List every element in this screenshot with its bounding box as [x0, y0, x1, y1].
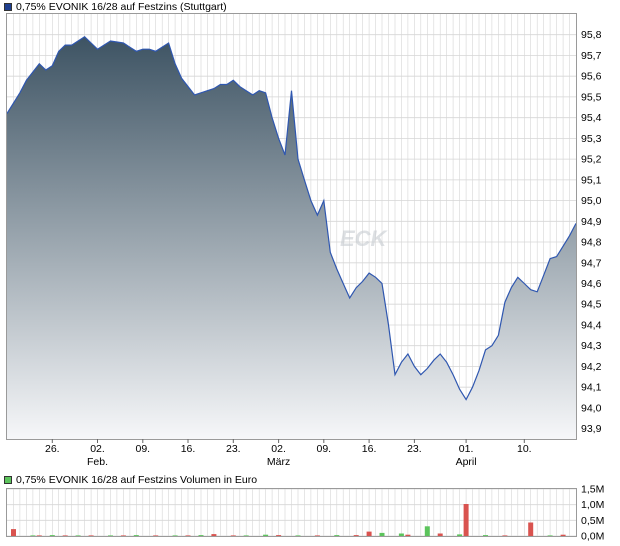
- volume-bar: [560, 534, 566, 536]
- watermark: ECK: [340, 226, 389, 251]
- volume-bar: [11, 529, 16, 536]
- price-legend-swatch: [4, 3, 12, 11]
- price-y-tick-label: 94,5: [581, 299, 602, 311]
- price-y-axis: 93,9 94,0 94,1 94,2 94,3 94,4 94,5 94,6 94,7 94,8…: [581, 29, 602, 435]
- price-x-tick-label: 16.: [362, 443, 377, 455]
- price-y-tick-label: 95,2: [581, 154, 602, 166]
- volume-y-axis: 0,0M 0,5M 1,0M 1,5M: [581, 484, 604, 543]
- volume-legend-swatch: [4, 476, 12, 484]
- volume-bar: [314, 535, 320, 537]
- price-y-tick-label: 95,0: [581, 195, 602, 207]
- volume-bar: [528, 522, 534, 536]
- volume-y-tick-label: 0,5M: [581, 515, 604, 527]
- volume-bar: [379, 532, 385, 536]
- volume-bar: [502, 535, 508, 537]
- price-x-tick-label: 26.: [45, 443, 60, 455]
- volume-bar: [185, 535, 191, 537]
- price-x-tick-label: 02.: [271, 443, 286, 455]
- volume-y-tick-label: 1,5M: [581, 484, 604, 496]
- volume-bar: [120, 535, 126, 537]
- price-y-tick-label: 95,4: [581, 112, 602, 124]
- price-y-tick-label: 94,7: [581, 257, 602, 269]
- volume-bar: [36, 535, 42, 537]
- price-x-month-label: März: [267, 456, 290, 468]
- volume-bar: [88, 535, 94, 537]
- price-y-tick-label: 94,2: [581, 361, 602, 373]
- price-y-tick-label: 94,0: [581, 402, 602, 414]
- price-y-tick-label: 94,8: [581, 237, 602, 249]
- price-x-tick-label: 10.: [517, 443, 532, 455]
- price-y-tick-label: 95,3: [581, 133, 602, 145]
- volume-bar: [263, 534, 269, 536]
- volume-frame: [6, 488, 577, 537]
- price-x-tick-label: 23.: [226, 443, 241, 455]
- volume-bar: [153, 535, 159, 537]
- volume-bar: [211, 534, 217, 536]
- price-x-tick-label: 02.: [90, 443, 105, 455]
- volume-legend: 0,75% EVONIK 16/28 auf Festzins Volumen …: [4, 474, 257, 486]
- price-legend: 0,75% EVONIK 16/28 auf Festzins (Stuttga…: [4, 1, 227, 13]
- volume-bar: [334, 535, 340, 537]
- volume-y-tick-label: 0,0M: [581, 531, 604, 543]
- volume-bar: [198, 535, 204, 537]
- volume-bar: [353, 535, 359, 537]
- volume-bar: [230, 535, 236, 537]
- price-y-tick-label: 93,9: [581, 423, 602, 435]
- volume-legend-label: 0,75% EVONIK 16/28 auf Festzins Volumen …: [16, 474, 258, 486]
- volume-bar: [75, 535, 81, 537]
- volume-bar: [424, 526, 430, 536]
- volume-bars: [11, 504, 566, 537]
- volume-bar: [62, 535, 68, 537]
- volume-bar: [547, 535, 553, 537]
- price-x-tick-label: 23.: [407, 443, 422, 455]
- volume-bar: [108, 535, 113, 537]
- price-x-tick-label: 01.: [459, 443, 474, 455]
- price-line: [6, 36, 577, 401]
- volume-bar: [172, 535, 178, 537]
- price-x-month-label: Feb.: [87, 456, 108, 468]
- volume-bar: [133, 535, 139, 537]
- price-x-month-label: April: [456, 456, 477, 468]
- volume-bar: [483, 535, 488, 537]
- volume-bar: [437, 533, 443, 536]
- price-x-tick-label: 16.: [181, 443, 196, 455]
- price-y-tick-label: 95,8: [581, 29, 602, 41]
- volume-bar: [243, 535, 249, 537]
- price-y-tick-label: 94,4: [581, 320, 602, 332]
- volume-y-tick-label: 1,0M: [581, 499, 604, 511]
- volume-bar: [30, 535, 36, 537]
- price-frame: [6, 13, 577, 440]
- price-y-tick-label: 94,9: [581, 216, 602, 228]
- volume-bar: [398, 533, 404, 536]
- volume-bar: [366, 531, 372, 536]
- price-y-tick-label: 95,5: [581, 91, 602, 103]
- volume-bar: [405, 534, 411, 536]
- volume-bar: [457, 534, 463, 536]
- price-y-tick-label: 95,7: [581, 50, 602, 62]
- volume-bar: [49, 535, 55, 537]
- volume-bar: [463, 504, 469, 536]
- price-area: [7, 36, 576, 440]
- price-y-tick-label: 95,1: [581, 174, 602, 186]
- price-y-tick-label: 95,6: [581, 71, 602, 83]
- price-x-tick-label: 09.: [135, 443, 150, 455]
- price-y-tick-label: 94,3: [581, 340, 602, 352]
- price-x-tick-label: 09.: [316, 443, 331, 455]
- volume-bar: [276, 535, 282, 537]
- price-legend-label: 0,75% EVONIK 16/28 auf Festzins (Stuttga…: [16, 1, 227, 13]
- volume-bar: [295, 535, 301, 537]
- price-y-tick-label: 94,6: [581, 278, 602, 290]
- price-y-tick-label: 94,1: [581, 382, 602, 394]
- price-x-axis: 26. 02. 09. 16. 23. 02. 09. 16. 23. 01. 10. Feb. Mär…: [45, 439, 532, 468]
- volume-grid: [7, 488, 576, 537]
